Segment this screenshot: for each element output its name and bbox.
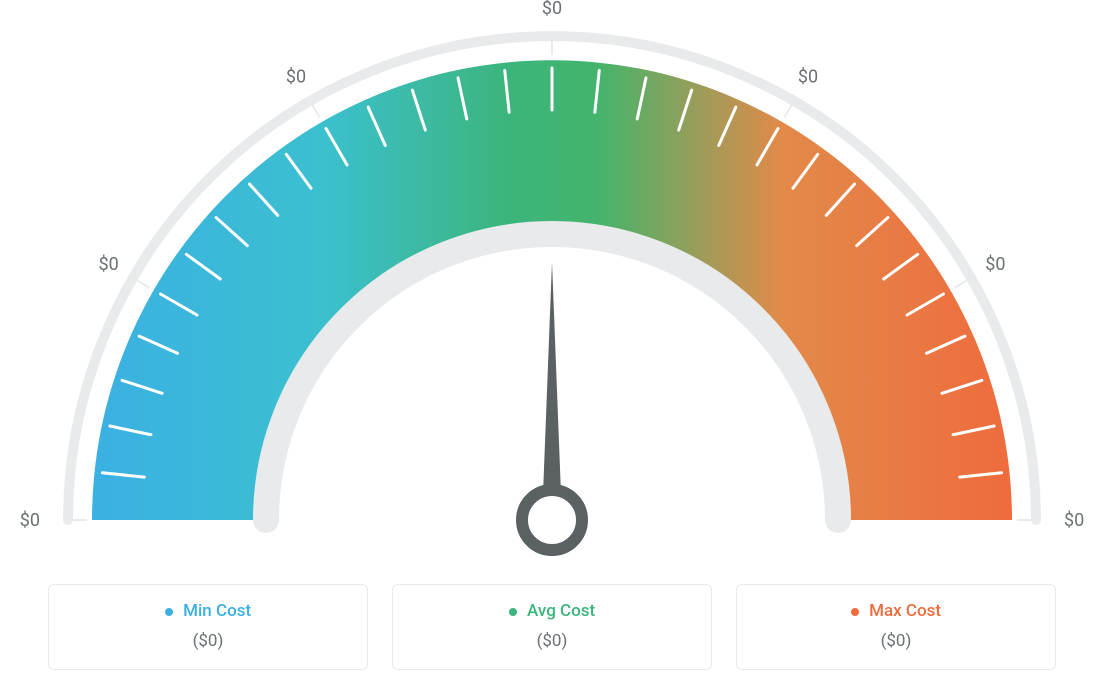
svg-text:$0: $0	[20, 510, 40, 531]
legend-label-avg: Avg Cost	[405, 601, 699, 621]
svg-text:$0: $0	[542, 0, 562, 19]
legend-dot-max	[851, 608, 859, 616]
gauge-svg: $0 $0 $0 $0 $0 $0 $0	[0, 0, 1104, 560]
svg-text:$0: $0	[1064, 510, 1084, 531]
legend-value-min: ($0)	[61, 631, 355, 651]
legend-text-min: Min Cost	[183, 601, 251, 621]
svg-text:$0: $0	[985, 254, 1005, 275]
legend-card-avg: Avg Cost ($0)	[392, 584, 712, 670]
legend-dot-min	[165, 608, 173, 616]
legend-label-min: Min Cost	[61, 601, 355, 621]
svg-text:$0: $0	[798, 67, 818, 88]
gauge-area: $0 $0 $0 $0 $0 $0 $0	[0, 0, 1104, 550]
legend-value-max: ($0)	[749, 631, 1043, 651]
legend-label-max: Max Cost	[749, 601, 1043, 621]
legend-card-min: Min Cost ($0)	[48, 584, 368, 670]
cost-gauge-chart: $0 $0 $0 $0 $0 $0 $0 Min Cost ($0) Avg Cost ($…	[0, 0, 1104, 690]
legend-value-avg: ($0)	[405, 631, 699, 651]
legend-card-max: Max Cost ($0)	[736, 584, 1056, 670]
legend-text-max: Max Cost	[869, 601, 941, 621]
svg-text:$0: $0	[98, 254, 118, 275]
legend-row: Min Cost ($0) Avg Cost ($0) Max Cost ($0…	[48, 584, 1056, 670]
legend-text-avg: Avg Cost	[527, 601, 595, 621]
svg-text:$0: $0	[286, 67, 306, 88]
legend-dot-avg	[509, 608, 517, 616]
